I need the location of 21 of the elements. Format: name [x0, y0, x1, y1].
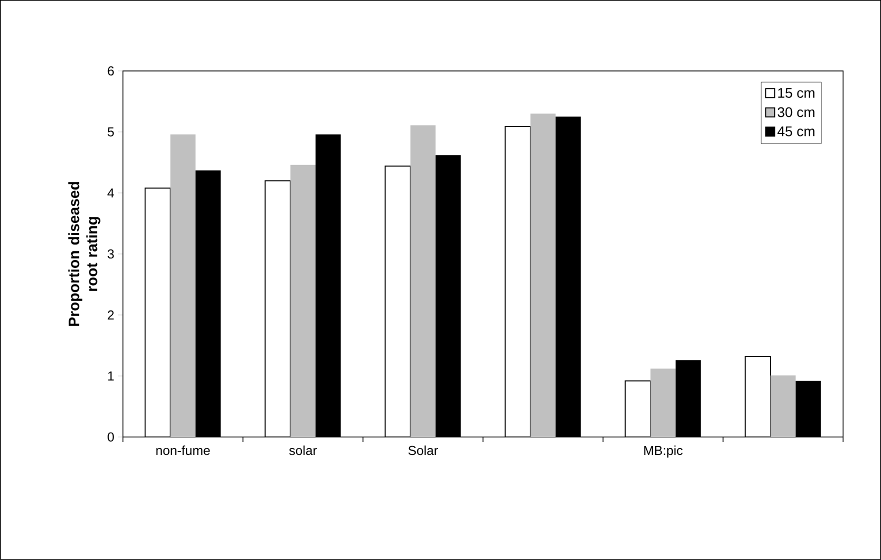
y-tick-label: 4	[107, 188, 114, 198]
bar	[530, 114, 556, 438]
x-tick-label: MB:pic	[644, 446, 683, 458]
y-axis-title: Proportion diseased root rating	[68, 182, 100, 326]
bar	[170, 134, 196, 438]
bar	[290, 164, 316, 438]
y-tick-label: 3	[108, 249, 114, 259]
x-tick-label: Solar	[408, 446, 438, 456]
y-tick-label: 6	[108, 66, 114, 76]
legend-label: 30 cm	[778, 107, 814, 118]
bar	[410, 125, 436, 438]
y-tick-label: 5	[108, 127, 114, 136]
legend-label: 15 cm	[778, 88, 814, 98]
x-tick-label: non-fume	[156, 446, 210, 456]
legend-label: 45 cm	[777, 126, 814, 136]
x-tick-label: solar	[289, 446, 317, 456]
bar	[770, 375, 796, 438]
y-tick-label: 0	[108, 432, 114, 442]
bar	[650, 368, 676, 438]
y-tick-label: 1	[108, 372, 114, 380]
y-tick-label: 2	[108, 310, 114, 320]
